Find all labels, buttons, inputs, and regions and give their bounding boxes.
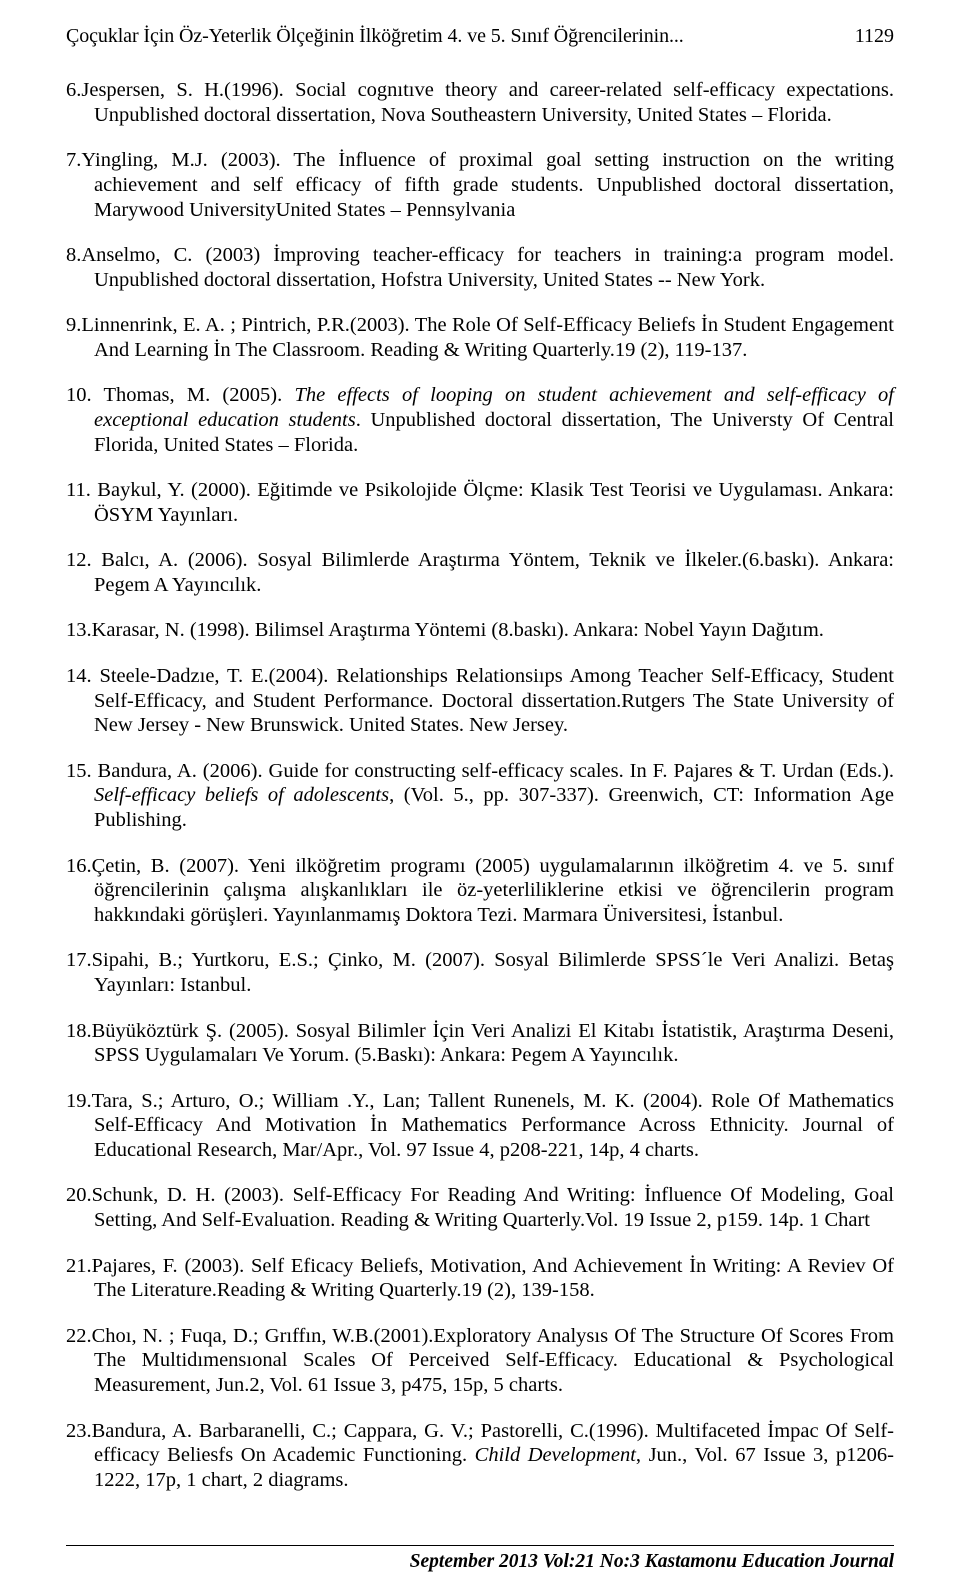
reference-item: 23.Bandura, A. Barbaranelli, C.; Cappara… (66, 1419, 894, 1493)
footer: September 2013 Vol:21 No:3 Kastamonu Edu… (66, 1545, 894, 1574)
reference-item: 9.Linnenrink, E. A. ; Pintrich, P.R.(200… (66, 313, 894, 363)
reference-item: 15. Bandura, A. (2006). Guide for constr… (66, 759, 894, 833)
footer-text: September 2013 Vol:21 No:3 Kastamonu Edu… (410, 1551, 894, 1572)
reference-item: 21.Pajares, F. (2003). Self Eficacy Beli… (66, 1254, 894, 1304)
reference-item: 13.Karasar, N. (1998). Bilimsel Araştırm… (66, 618, 894, 643)
reference-item: 10. Thomas, M. (2005). The effects of lo… (66, 383, 894, 457)
page-number: 1129 (855, 24, 894, 48)
page: Çoçuklar İçin Öz-Yeterlik Ölçeğinin İlkö… (0, 0, 960, 1582)
running-title: Çoçuklar İçin Öz-Yeterlik Ölçeğinin İlkö… (66, 24, 684, 48)
reference-item: 16.Çetin, B. (2007). Yeni ilköğretim pro… (66, 854, 894, 928)
reference-item: 6.Jespersen, S. H.(1996). Social cognıtı… (66, 78, 894, 128)
reference-item: 14. Steele-Dadzıe, T. E.(2004). Relation… (66, 664, 894, 738)
reference-item: 22.Choı, N. ; Fuqa, D.; Grıffın, W.B.(20… (66, 1324, 894, 1398)
reference-item: 18.Büyüköztürk Ş. (2005). Sosyal Bilimle… (66, 1019, 894, 1069)
reference-item: 17.Sipahi, B.; Yurtkoru, E.S.; Çinko, M.… (66, 948, 894, 998)
reference-item: 7.Yingling, M.J. (2003). The İnfluence o… (66, 148, 894, 222)
running-header: Çoçuklar İçin Öz-Yeterlik Ölçeğinin İlkö… (66, 24, 894, 48)
reference-item: 12. Balcı, A. (2006). Sosyal Bilimlerde … (66, 548, 894, 598)
reference-item: 20.Schunk, D. H. (2003). Self-Efficacy F… (66, 1183, 894, 1233)
reference-item: 11. Baykul, Y. (2000). Eğitimde ve Psiko… (66, 478, 894, 528)
reference-item: 8.Anselmo, C. (2003) İmproving teacher-e… (66, 243, 894, 293)
reference-item: 19.Tara, S.; Arturo, O.; William .Y., La… (66, 1089, 894, 1163)
reference-list: 6.Jespersen, S. H.(1996). Social cognıtı… (66, 78, 894, 1493)
